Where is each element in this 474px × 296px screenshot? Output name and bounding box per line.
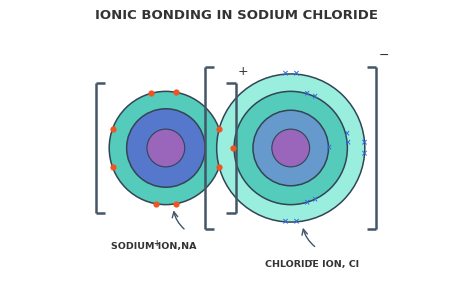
Circle shape	[234, 91, 347, 205]
Text: ×: ×	[292, 218, 300, 226]
Circle shape	[253, 110, 328, 186]
Text: CHLORIDE ION, Cl: CHLORIDE ION, Cl	[264, 260, 359, 269]
Circle shape	[217, 74, 365, 222]
Circle shape	[127, 109, 205, 187]
Circle shape	[272, 129, 310, 167]
Text: ×: ×	[361, 149, 368, 158]
Text: +: +	[238, 65, 248, 78]
Text: ×: ×	[343, 129, 349, 138]
Text: ×: ×	[282, 70, 289, 78]
Text: ×: ×	[311, 92, 318, 101]
Text: ×: ×	[303, 198, 309, 207]
Text: −: −	[379, 49, 389, 62]
Text: -: -	[310, 257, 313, 266]
Text: ×: ×	[325, 144, 332, 152]
Circle shape	[147, 129, 185, 167]
Text: IONIC BONDING IN SODIUM CHLORIDE: IONIC BONDING IN SODIUM CHLORIDE	[95, 9, 379, 22]
Circle shape	[109, 91, 222, 205]
Text: ×: ×	[311, 195, 318, 204]
Text: SODIUM ION,NA: SODIUM ION,NA	[110, 242, 196, 251]
Text: ×: ×	[344, 138, 350, 147]
Text: ×: ×	[303, 89, 309, 98]
Text: +: +	[153, 239, 159, 248]
Text: ×: ×	[292, 70, 300, 78]
Text: ×: ×	[282, 218, 289, 226]
Text: ×: ×	[361, 138, 368, 147]
